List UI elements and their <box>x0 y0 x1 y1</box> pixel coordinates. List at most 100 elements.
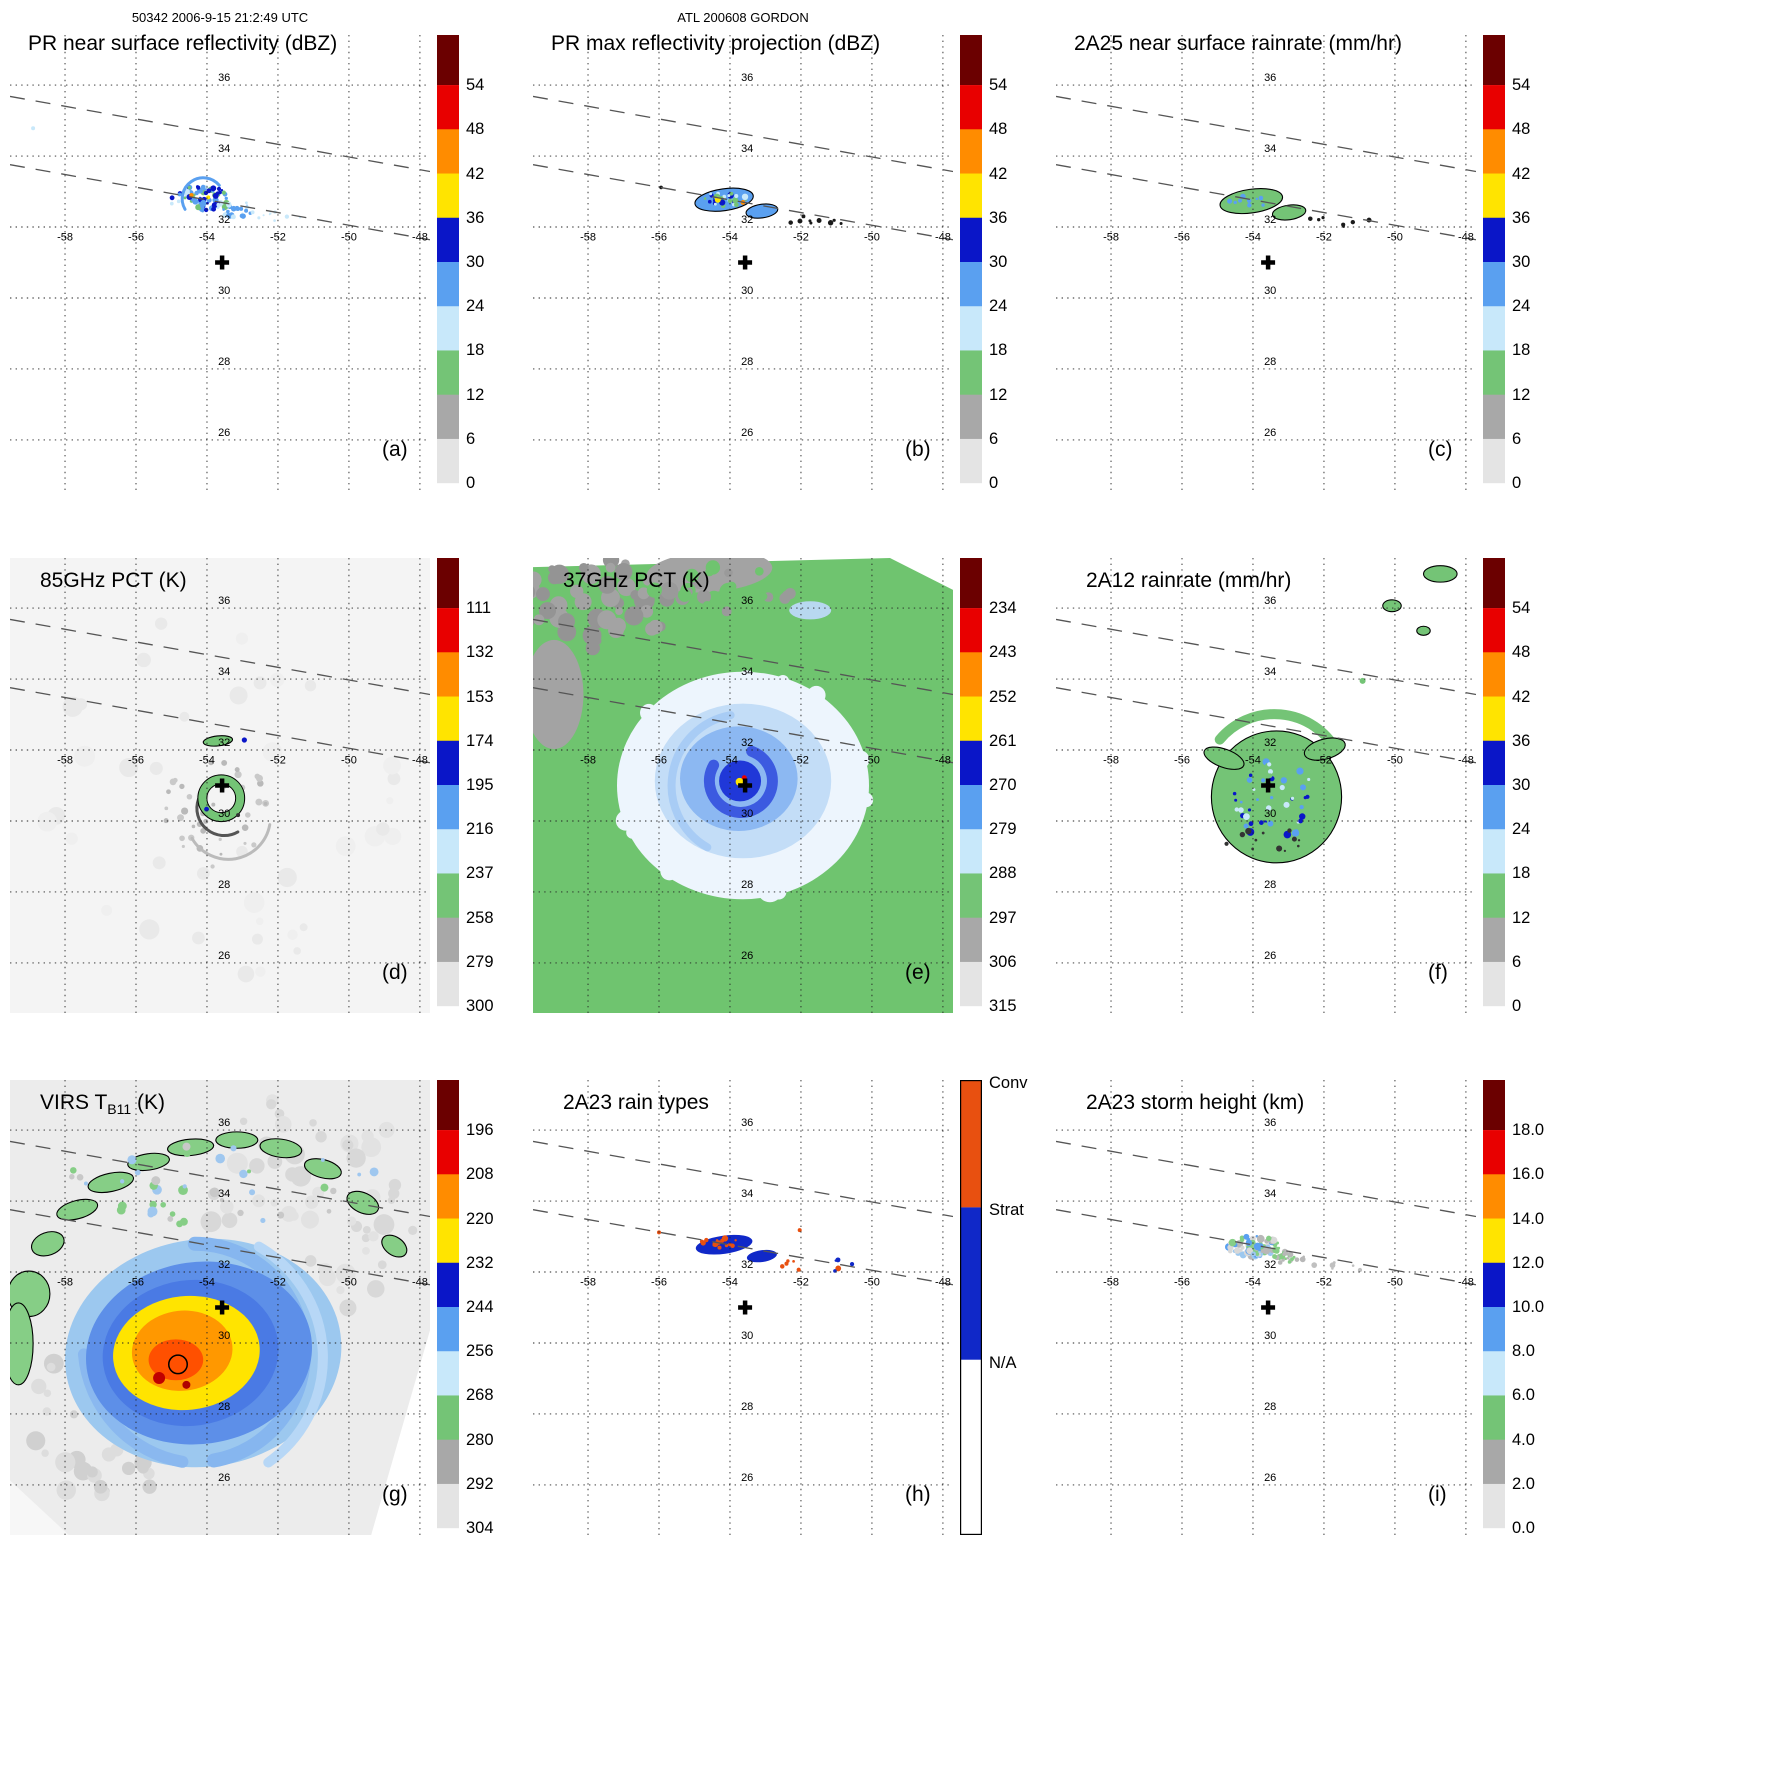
colorbar-category-label: Conv <box>989 1074 1028 1092</box>
colorbar-tick: 12 <box>989 385 1008 404</box>
svg-text:-56: -56 <box>651 232 667 244</box>
colorbar-tick: 36 <box>466 208 485 227</box>
colorbar <box>437 1080 459 1535</box>
svg-text:-54: -54 <box>722 232 738 244</box>
svg-text:-50: -50 <box>864 1277 880 1289</box>
colorbar-tick: 48 <box>1512 120 1531 139</box>
colorbar-tick: 306 <box>989 952 1017 971</box>
colorbar-tick: 288 <box>989 864 1017 883</box>
svg-text:36: 36 <box>741 72 753 84</box>
svg-text:-58: -58 <box>1103 755 1119 767</box>
svg-text:-52: -52 <box>793 755 809 767</box>
svg-text:30: 30 <box>741 808 753 820</box>
svg-text:-52: -52 <box>1316 755 1332 767</box>
svg-text:-48: -48 <box>935 1277 951 1289</box>
svg-text:36: 36 <box>741 1117 753 1129</box>
colorbar-tick: 258 <box>466 908 494 927</box>
colorbar-tick: 48 <box>466 120 485 139</box>
svg-text:-56: -56 <box>128 232 144 244</box>
colorbar-tick: 12.0 <box>1512 1253 1545 1272</box>
svg-text:34: 34 <box>741 666 753 678</box>
svg-text:28: 28 <box>218 1401 230 1413</box>
colorbar-tick: 153 <box>466 687 494 706</box>
svg-text:-48: -48 <box>1458 232 1474 244</box>
svg-text:30: 30 <box>218 285 230 297</box>
svg-text:-50: -50 <box>341 755 357 767</box>
svg-text:28: 28 <box>1264 1401 1276 1413</box>
panel-letter-label: (b) <box>905 438 931 461</box>
colorbar <box>960 35 982 490</box>
colorbar-tick: 256 <box>466 1342 494 1361</box>
colorbar <box>1483 558 1505 1013</box>
title-text: PR max reflectivity projection (dBZ) <box>551 32 881 55</box>
svg-text:26: 26 <box>218 427 230 439</box>
svg-text:-56: -56 <box>128 1277 144 1289</box>
colorbar-tick: 42 <box>1512 687 1531 706</box>
svg-text:34: 34 <box>1264 1188 1276 1200</box>
colorbar-tick: 36 <box>989 208 1008 227</box>
colorbar-tick: 54 <box>989 76 1008 95</box>
svg-text:30: 30 <box>218 1330 230 1342</box>
colorbar-tick: 18 <box>989 341 1008 360</box>
colorbar-tick: 24 <box>466 297 485 316</box>
svg-text:36: 36 <box>1264 1117 1276 1129</box>
title-subscript: B11 <box>107 1101 132 1118</box>
colorbar <box>437 558 459 1013</box>
panel-g: VIRS TB11 (K) -58 -56 -54 -52 -50 -48 36 34 32 30… <box>0 1045 560 1568</box>
panel-title: 85GHz PCT (K) <box>40 569 187 595</box>
svg-text:-48: -48 <box>412 755 428 767</box>
colorbar-tick: 292 <box>466 1474 494 1493</box>
panel-e: 37GHz PCT (K) -58 -56 -54 -52 -50 -48 36 34 32 30… <box>523 523 1083 1046</box>
svg-text:-56: -56 <box>1174 1277 1190 1289</box>
svg-text:-58: -58 <box>57 755 73 767</box>
panel-title: 2A23 storm height (km) <box>1086 1091 1304 1117</box>
colorbar-tick: 0 <box>1512 997 1522 1016</box>
colorbar-tick: 10.0 <box>1512 1297 1545 1316</box>
colorbar-tick: 232 <box>466 1253 494 1272</box>
svg-text:36: 36 <box>218 595 230 607</box>
colorbar-tick: 12 <box>1512 385 1531 404</box>
svg-text:32: 32 <box>1264 737 1276 749</box>
svg-text:30: 30 <box>1264 1330 1276 1342</box>
svg-text:32: 32 <box>741 737 753 749</box>
svg-text:32: 32 <box>218 1259 230 1271</box>
svg-text:30: 30 <box>1264 808 1276 820</box>
svg-text:28: 28 <box>741 879 753 891</box>
colorbar-tick: 18 <box>1512 864 1531 883</box>
colorbar-tick: 234 <box>989 599 1017 618</box>
colorbar-tick: 261 <box>989 731 1017 750</box>
panel-title: 37GHz PCT (K) <box>563 569 710 595</box>
svg-text:26: 26 <box>218 950 230 962</box>
colorbar-tick: 279 <box>989 820 1017 839</box>
colorbar-tick: 208 <box>466 1165 494 1184</box>
panel-letter-label: (a) <box>382 438 408 461</box>
svg-text:-58: -58 <box>1103 1277 1119 1289</box>
colorbar-tick: 54 <box>466 76 485 95</box>
colorbar-tick: 36 <box>1512 731 1531 750</box>
colorbar-tick: 6 <box>1512 429 1522 448</box>
svg-text:36: 36 <box>218 72 230 84</box>
title-text: 2A23 rain types <box>563 1091 709 1114</box>
svg-text:-52: -52 <box>270 755 286 767</box>
colorbar-tick: 243 <box>989 643 1017 662</box>
storm-name-label: ATL 200608 GORDON <box>677 10 809 25</box>
colorbar-tick: 196 <box>466 1121 494 1140</box>
svg-text:28: 28 <box>741 356 753 368</box>
colorbar-tick: 54 <box>1512 76 1531 95</box>
svg-text:-54: -54 <box>1245 755 1261 767</box>
svg-text:-58: -58 <box>57 232 73 244</box>
title-text: 2A25 near surface rainrate (mm/hr) <box>1074 32 1402 55</box>
panel-letter-label: (i) <box>1428 1483 1447 1506</box>
svg-text:26: 26 <box>218 1472 230 1484</box>
title-text: 2A23 storm height (km) <box>1086 1091 1305 1114</box>
colorbar-tick: 0.0 <box>1512 1519 1535 1538</box>
svg-text:-54: -54 <box>199 232 215 244</box>
svg-text:32: 32 <box>218 737 230 749</box>
map-plot: -58 -56 -54 -52 -50 -48 36 34 32 30 28 26 <box>533 558 953 1013</box>
colorbar-tick: 42 <box>989 164 1008 183</box>
svg-text:-52: -52 <box>270 232 286 244</box>
svg-text:-52: -52 <box>270 1277 286 1289</box>
colorbar-tick: 297 <box>989 908 1017 927</box>
svg-text:32: 32 <box>1264 214 1276 226</box>
